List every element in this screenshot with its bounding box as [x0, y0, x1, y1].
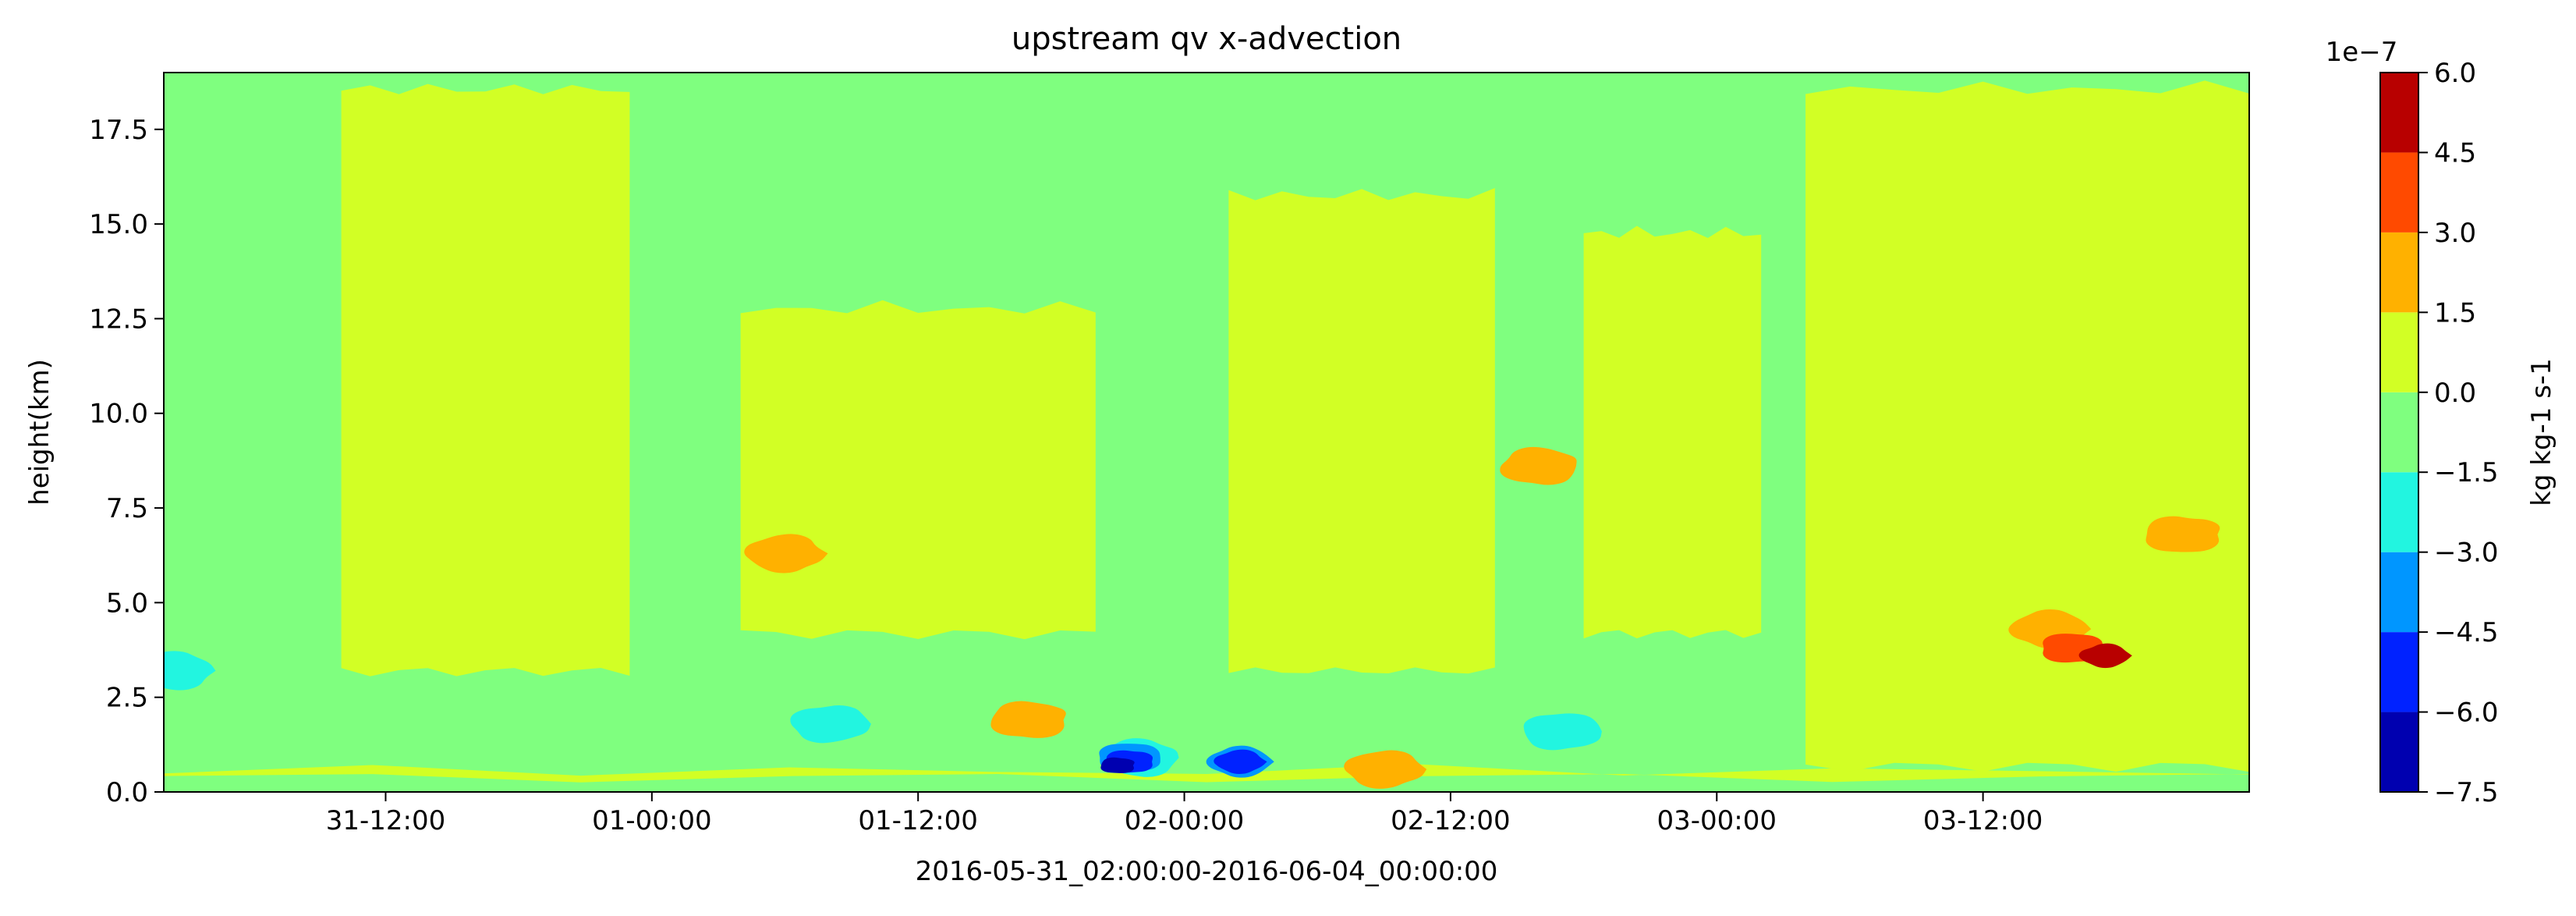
x-tick-label: 01-12:00 — [858, 805, 978, 836]
y-tick-label: 12.5 — [89, 304, 148, 335]
colorbar-tick-label: −3.0 — [2434, 538, 2499, 569]
y-tick-label: 5.0 — [106, 588, 148, 619]
contour-region — [740, 300, 1096, 640]
contour-region — [1805, 80, 2249, 772]
colorbar-tick-label: −7.5 — [2434, 777, 2499, 808]
y-axis-ticks: 0.0 2.5 5.0 7.5 10.0 12.5 15.0 17.5 — [89, 115, 164, 808]
x-tick-label: 02-12:00 — [1391, 805, 1511, 836]
colorbar-tick-label: 4.5 — [2434, 137, 2476, 169]
colorbar-band — [2380, 232, 2418, 313]
x-tick-label: 02-00:00 — [1125, 805, 1245, 836]
y-tick-label: 17.5 — [89, 115, 148, 146]
colorbar-ticks: 6.0 4.5 3.0 1.5 0.0 −1.5 −3.0 −4.5 −6.0 −7.5 — [2418, 58, 2499, 808]
contour-patch — [1100, 757, 1135, 773]
colorbar: 6.0 4.5 3.0 1.5 0.0 −1.5 −3.0 −4.5 −6.0 −7.5 1e−7… — [2326, 37, 2557, 808]
colorbar-band — [2380, 312, 2418, 392]
colorbar-tick-label: 3.0 — [2434, 218, 2476, 249]
colorbar-tick-label: 1.5 — [2434, 297, 2476, 328]
y-tick-label: 15.0 — [89, 209, 148, 240]
colorbar-tick-label: −6.0 — [2434, 698, 2499, 729]
contour-patch — [1523, 713, 1602, 751]
contour-patch — [1214, 749, 1267, 774]
y-tick-label: 0.0 — [106, 777, 148, 808]
contour-patch — [1344, 750, 1427, 789]
x-tick-label: 31-12:00 — [326, 805, 446, 836]
contour-features — [164, 80, 2249, 789]
y-tick-label: 7.5 — [106, 493, 148, 524]
y-tick-label: 10.0 — [89, 399, 148, 430]
contour-patch — [2078, 643, 2132, 669]
contour-patch — [744, 534, 828, 573]
colorbar-band — [2380, 152, 2418, 233]
contour-patch — [790, 705, 871, 744]
colorbar-frame — [2379, 72, 2419, 793]
contour-patch — [164, 651, 216, 691]
y-tick-label: 2.5 — [106, 683, 148, 714]
contour-region — [1583, 225, 1762, 639]
colorbar-tick-label: −1.5 — [2434, 457, 2499, 488]
chart-title: upstream qv x-advection — [1012, 21, 1401, 57]
x-tick-label: 03-12:00 — [1923, 805, 2043, 836]
colorbar-band — [2380, 472, 2418, 552]
colorbar-band — [2380, 632, 2418, 712]
contour-patch — [990, 701, 1066, 738]
x-tick-label: 03-00:00 — [1657, 805, 1777, 836]
contour-plot-area — [164, 73, 2249, 792]
y-axis-label: height(km) — [24, 359, 55, 506]
colorbar-band — [2380, 392, 2418, 473]
colorbar-band — [2380, 552, 2418, 633]
x-axis-ticks: 31-12:00 01-00:00 01-12:00 02-00:00 02-12:00… — [326, 792, 2043, 836]
colorbar-label: kg kg-1 s-1 — [2526, 358, 2557, 506]
plot-frame — [163, 72, 2250, 793]
contour-region — [341, 83, 630, 676]
contour-region — [1228, 188, 1495, 674]
contour-patch — [1500, 446, 1577, 485]
colorbar-band — [2380, 712, 2418, 792]
contour-patch — [2145, 516, 2220, 552]
colorbar-tick-label: −4.5 — [2434, 617, 2499, 648]
x-tick-label: 01-00:00 — [592, 805, 712, 836]
colorbar-tick-label: 6.0 — [2434, 58, 2476, 89]
colorbar-tick-label: 0.0 — [2434, 378, 2476, 409]
colorbar-band — [2380, 73, 2418, 153]
colorbar-bands — [2380, 73, 2418, 792]
contour-band — [164, 764, 2249, 783]
x-axis-label: 2016-05-31_02:00:00-2016-06-04_00:00:00 — [916, 856, 1498, 887]
colorbar-offset-text: 1e−7 — [2326, 37, 2398, 68]
